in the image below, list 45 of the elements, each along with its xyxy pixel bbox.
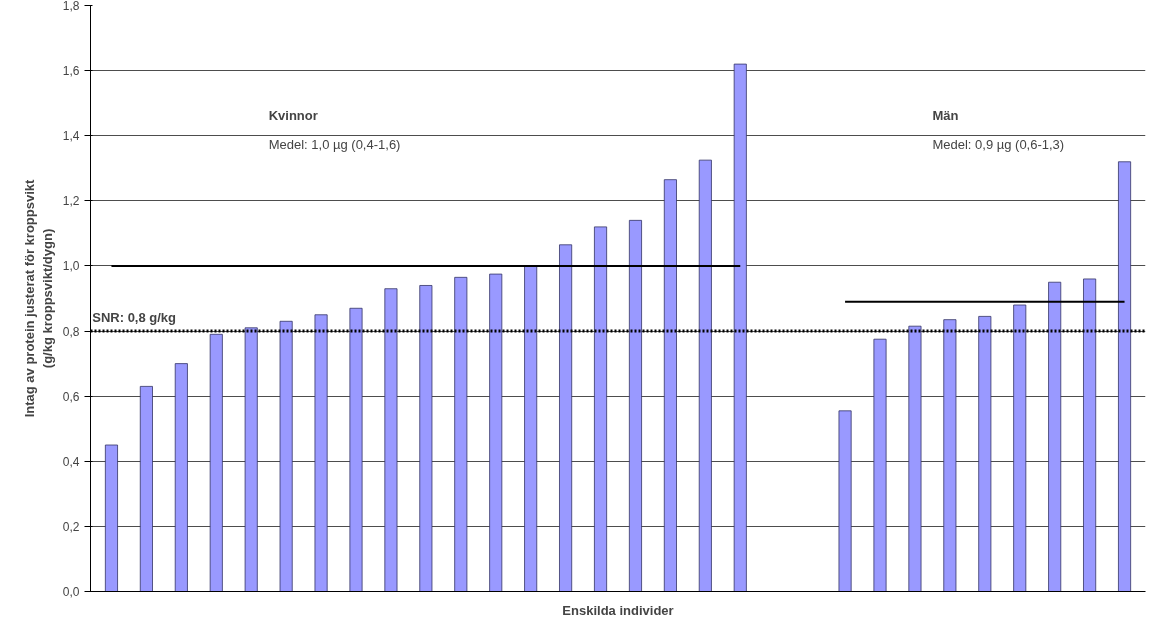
- ref-line-label: SNR: 0,8 g/kg: [92, 310, 177, 326]
- y-axis-title: Intag av protein justerat för kroppsvikt (g/kg kroppsvikt/dygn): [21, 179, 55, 418]
- bar: [419, 285, 433, 592]
- x-axis-title: Enskilda individer: [562, 602, 674, 618]
- bar: [104, 444, 118, 592]
- y-tick-label: 0,2: [62, 519, 80, 534]
- bar: [1118, 161, 1132, 592]
- y-tick-label: 0,4: [62, 454, 80, 469]
- y-tick-label: 1,0: [62, 259, 80, 274]
- bar: [733, 63, 747, 592]
- bar: [349, 307, 363, 592]
- bar: [594, 226, 608, 592]
- bar: [524, 265, 538, 592]
- bar: [1083, 278, 1097, 592]
- bar: [1013, 304, 1027, 592]
- annotation: Män: [932, 107, 959, 123]
- y-tick-label: 1,8: [62, 0, 80, 13]
- bar: [314, 314, 328, 592]
- bar: [384, 288, 398, 592]
- bar: [244, 327, 258, 592]
- bar: [1048, 281, 1062, 592]
- bar: [663, 179, 677, 592]
- bar: [873, 338, 887, 592]
- annotation: Medel: 0,9 µg (0,6-1,3): [932, 137, 1065, 152]
- y-tick-label: 0,0: [62, 585, 80, 599]
- y-tick-label: 0,6: [62, 389, 80, 404]
- annotation: Medel: 1,0 µg (0,4-1,6): [268, 137, 401, 152]
- bar: [908, 325, 922, 592]
- y-tick-label: 1,6: [62, 64, 80, 79]
- bar: [174, 363, 188, 592]
- bar: [139, 386, 153, 592]
- bar: [209, 333, 223, 592]
- y-tick-label: 1,4: [62, 129, 80, 144]
- bar: [978, 316, 992, 592]
- bar: [838, 410, 852, 592]
- y-tick-label: 0,8: [62, 324, 80, 339]
- bar: [279, 320, 293, 592]
- bar: [628, 219, 642, 592]
- y-tick-label: 1,2: [62, 194, 80, 209]
- annotation: Kvinnor: [268, 107, 318, 123]
- bar: [943, 319, 957, 592]
- bar: [698, 159, 712, 592]
- bar: [489, 273, 503, 592]
- bar: [559, 244, 573, 592]
- bar: [454, 276, 468, 592]
